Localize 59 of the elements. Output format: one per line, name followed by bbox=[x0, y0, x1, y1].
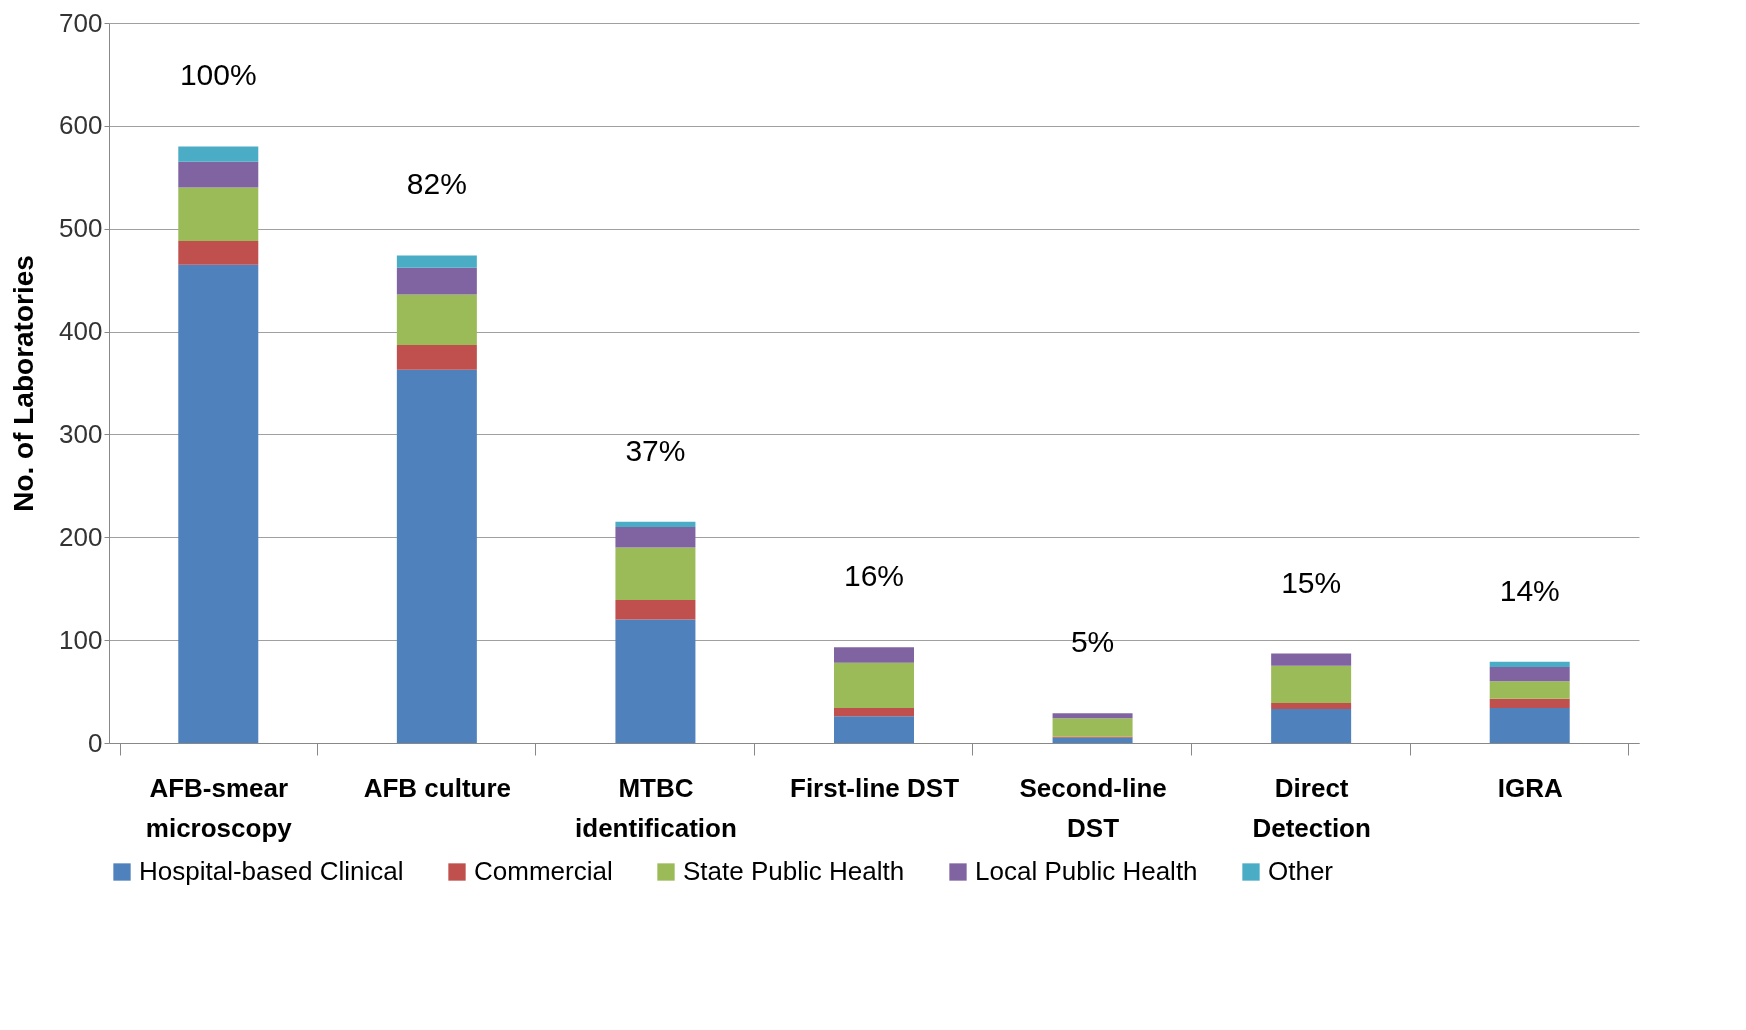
bar bbox=[396, 369, 477, 743]
annotation: 14% bbox=[1499, 573, 1560, 607]
bar bbox=[1271, 709, 1352, 743]
y-tick-label: 300 bbox=[59, 418, 103, 449]
legend-label: State Public Health bbox=[683, 856, 905, 886]
bar bbox=[615, 547, 696, 601]
x-tick-label: IGRA bbox=[1497, 772, 1563, 803]
annotation: 5% bbox=[1070, 625, 1115, 659]
bar bbox=[178, 264, 259, 743]
bar bbox=[178, 241, 259, 265]
annotation: 15% bbox=[1281, 565, 1342, 599]
bar bbox=[396, 344, 477, 370]
bar bbox=[1489, 666, 1570, 682]
legend-label: Hospital-based Clinical bbox=[139, 856, 404, 886]
bar bbox=[615, 521, 696, 527]
bar bbox=[178, 146, 259, 162]
annotation: 100% bbox=[179, 58, 257, 92]
bar bbox=[1489, 708, 1570, 743]
x-tick-label: Second-line DST bbox=[1019, 772, 1167, 843]
bar bbox=[615, 619, 696, 743]
bar bbox=[178, 161, 259, 188]
bar bbox=[615, 600, 696, 620]
bar bbox=[396, 255, 477, 268]
annotation: 82% bbox=[406, 167, 467, 201]
y-tick-label: 100 bbox=[59, 624, 103, 655]
bar bbox=[1052, 737, 1133, 743]
bar bbox=[834, 662, 914, 709]
y-tick-label: 500 bbox=[59, 213, 103, 244]
bar bbox=[834, 647, 914, 663]
annotation: 16% bbox=[843, 559, 905, 593]
bar bbox=[1489, 698, 1570, 709]
x-tick-label: AFB culture bbox=[363, 772, 512, 803]
y-tick-label: 0 bbox=[88, 727, 103, 758]
bar bbox=[1271, 665, 1352, 703]
bar bbox=[1271, 653, 1352, 666]
x-tick-label: First-line DST bbox=[789, 772, 960, 803]
y-tick-label: 200 bbox=[59, 521, 103, 552]
y-axis-title: No. of Laboratories bbox=[8, 255, 40, 512]
bar bbox=[1052, 718, 1133, 737]
x-tick-label: MTBC identification bbox=[575, 772, 737, 843]
legend-label: Other bbox=[1268, 856, 1334, 886]
x-tick-label: AFB-smear microscopy bbox=[145, 772, 293, 843]
y-tick-label: 600 bbox=[59, 110, 103, 141]
bar bbox=[1489, 661, 1570, 667]
bar bbox=[396, 267, 477, 295]
bar bbox=[834, 716, 914, 743]
bar bbox=[1489, 681, 1570, 699]
y-tick-label: 400 bbox=[59, 316, 103, 347]
bar bbox=[396, 294, 477, 345]
bar bbox=[1052, 713, 1133, 719]
bar bbox=[1271, 702, 1352, 710]
legend-label: Local Public Health bbox=[975, 856, 1198, 886]
bar bbox=[834, 708, 914, 717]
y-tick-label: 700 bbox=[59, 7, 103, 38]
bar bbox=[178, 187, 259, 242]
legend-label: Commercial bbox=[474, 856, 613, 886]
bar bbox=[615, 527, 696, 548]
x-tick-label: Direct Detection bbox=[1252, 772, 1371, 843]
annotation: 37% bbox=[625, 433, 686, 467]
